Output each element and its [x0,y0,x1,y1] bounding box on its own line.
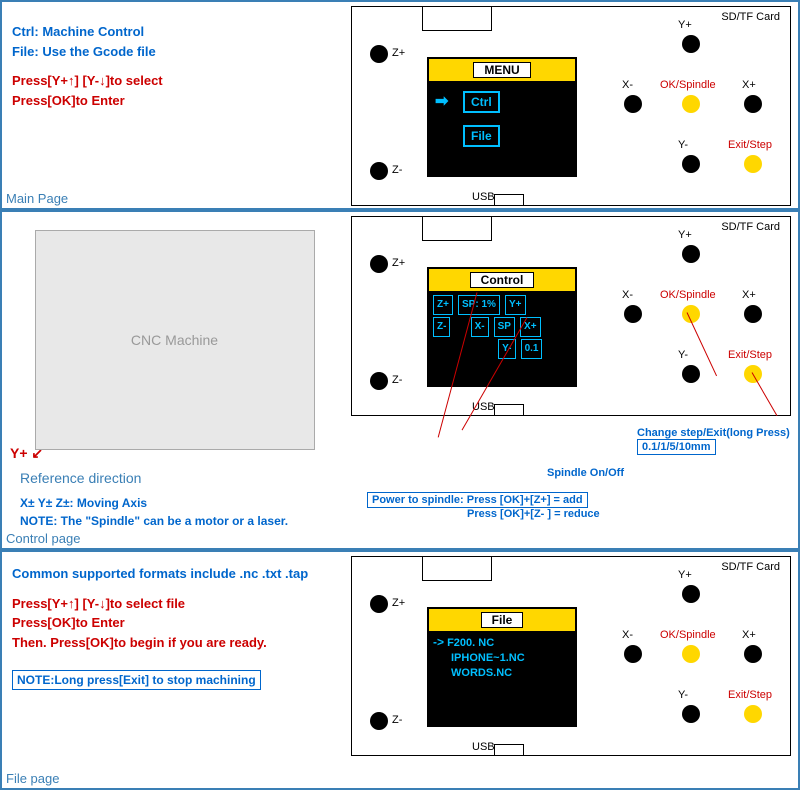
z-plus-button[interactable] [370,595,388,613]
menu-file[interactable]: File [463,125,500,147]
exit-label: Exit/Step [728,139,772,151]
x-plus-button[interactable] [744,305,762,323]
control-right: SD/TF Card USB Z+ Z- Y+ Y- X- X+ OK/Spin… [347,212,798,548]
main-page-panel: Ctrl: Machine Control File: Use the Gcod… [0,0,800,210]
file-item[interactable]: WORDS.NC [451,667,571,679]
grid-xplus: X+ [520,317,541,337]
step-values-box: 0.1/1/5/10mm [637,439,716,455]
ok-button[interactable] [682,95,700,113]
usb-slot [494,744,524,756]
cnc-machine-image [35,230,315,450]
z-minus-button[interactable] [370,372,388,390]
z-minus-button[interactable] [370,162,388,180]
controller-main: SD/TF Card USB Z+ Z- Y+ Y- X- X+ OK/Spin… [351,6,791,206]
screen-title: File [481,612,524,628]
arrow-icon: ➡ [435,91,448,111]
screen-header: MENU [429,59,575,81]
grid-xminus: X- [471,317,489,337]
grid-zminus: Z- [433,317,450,337]
usb-label: USB [472,741,495,753]
y-plus-label: Y+ [678,19,692,31]
control-left: X- ◄ ► X+ Z+▲ ▼Z- ↗Y- Y+ ↙ Reference dir… [2,212,347,548]
begin-instr: Then. Press[OK]to begin if you are ready… [12,633,337,653]
z-minus-label: Z- [392,164,402,176]
panel1-title: Main Page [6,191,68,206]
panel2-title: Control page [6,531,80,546]
grid-sp: SP [494,317,515,337]
z-plus-button[interactable] [370,45,388,63]
grid-step: 0.1 [521,339,543,359]
usb-slot [494,194,524,206]
panel3-title: File page [6,771,59,786]
power-callout: Power to spindle: Press [OK]+[Z+] = add … [367,492,600,520]
file-list: -> F200. NC IPHONE~1.NC WORDS.NC [429,631,575,686]
sd-slot [422,216,492,241]
y-minus-button[interactable] [682,365,700,383]
x-plus-button[interactable] [744,645,762,663]
file-item[interactable]: IPHONE~1.NC [451,652,571,664]
z-minus-button[interactable] [370,712,388,730]
exit-button[interactable] [744,705,762,723]
y-minus-button[interactable] [682,155,700,173]
file-page-panel: Common supported formats include .nc .tx… [0,550,800,790]
usb-slot [494,404,524,416]
z-plus-label: Z+ [392,47,405,59]
ok-button[interactable] [682,645,700,663]
grid-sp-pct: SP: 1% [458,295,500,315]
stop-note-box: NOTE:Long press[Exit] to stop machining [12,670,261,690]
screen-title: MENU [473,62,530,78]
usb-label: USB [472,191,495,203]
formats-note: Common supported formats include .nc .tx… [12,564,337,584]
screen-body: ➡ Ctrl File [429,81,575,157]
x-plus-label: X+ [742,79,756,91]
spindle-onoff-callout: Spindle On/Off [547,467,624,479]
exit-button[interactable] [744,155,762,173]
x-plus-button[interactable] [744,95,762,113]
control-screen: Control Z+ SP: 1% Y+ Z- X- SP X+ Y- 0.1 [427,267,577,387]
screen-title: Control [470,272,535,288]
control-page-panel: X- ◄ ► X+ Z+▲ ▼Z- ↗Y- Y+ ↙ Reference dir… [0,210,800,550]
x-minus-button[interactable] [624,305,642,323]
y-plus-button[interactable] [682,245,700,263]
spindle-note: NOTE: The "Spindle" can be a motor or a … [20,514,329,528]
moving-axis-note: X± Y± Z±: Moving Axis [20,496,329,510]
sd-slot [422,6,492,31]
change-step-callout: Change step/Exit(long Press) 0.1/1/5/10m… [637,427,790,455]
control-grid: Z+ SP: 1% Y+ Z- X- SP X+ Y- 0.1 [429,291,575,363]
file-screen: File -> F200. NC IPHONE~1.NC WORDS.NC [427,607,577,727]
ref-direction: Reference direction [20,470,339,486]
menu-screen: MENU ➡ Ctrl File [427,57,577,177]
sd-label: SD/TF Card [721,561,780,573]
y-minus-button[interactable] [682,705,700,723]
x-minus-button[interactable] [624,95,642,113]
sd-label: SD/TF Card [721,221,780,233]
sd-slot [422,556,492,581]
ok-label: OK/Spindle [660,79,716,91]
controller-control: SD/TF Card USB Z+ Z- Y+ Y- X- X+ OK/Spin… [351,216,791,416]
z-plus-button[interactable] [370,255,388,273]
y-minus-label: Y- [678,139,688,151]
file-item[interactable]: F200. NC [447,637,494,649]
enter-instr: Press[OK]to Enter [12,91,337,111]
x-minus-label: X- [622,79,633,91]
sd-label: SD/TF Card [721,11,780,23]
file-left: Common supported formats include .nc .tx… [2,552,347,788]
arrow-icon: -> [433,635,444,649]
select-file-instr: Press[Y+↑] [Y-↓]to select file [12,594,337,614]
controller-file: SD/TF Card USB Z+ Z- Y+ Y- X- X+ OK/Spin… [351,556,791,756]
menu-ctrl[interactable]: Ctrl [463,91,500,113]
select-instr: Press[Y+↑] [Y-↓]to select [12,71,337,91]
main-page-text: Ctrl: Machine Control File: Use the Gcod… [2,2,347,208]
y-plus-button[interactable] [682,35,700,53]
grid-zplus: Z+ [433,295,453,315]
file-desc: File: Use the Gcode file [12,42,337,62]
enter-instr: Press[OK]to Enter [12,613,337,633]
x-minus-button[interactable] [624,645,642,663]
ctrl-desc: Ctrl: Machine Control [12,22,337,42]
grid-yplus: Y+ [505,295,526,315]
y-plus-button[interactable] [682,585,700,603]
